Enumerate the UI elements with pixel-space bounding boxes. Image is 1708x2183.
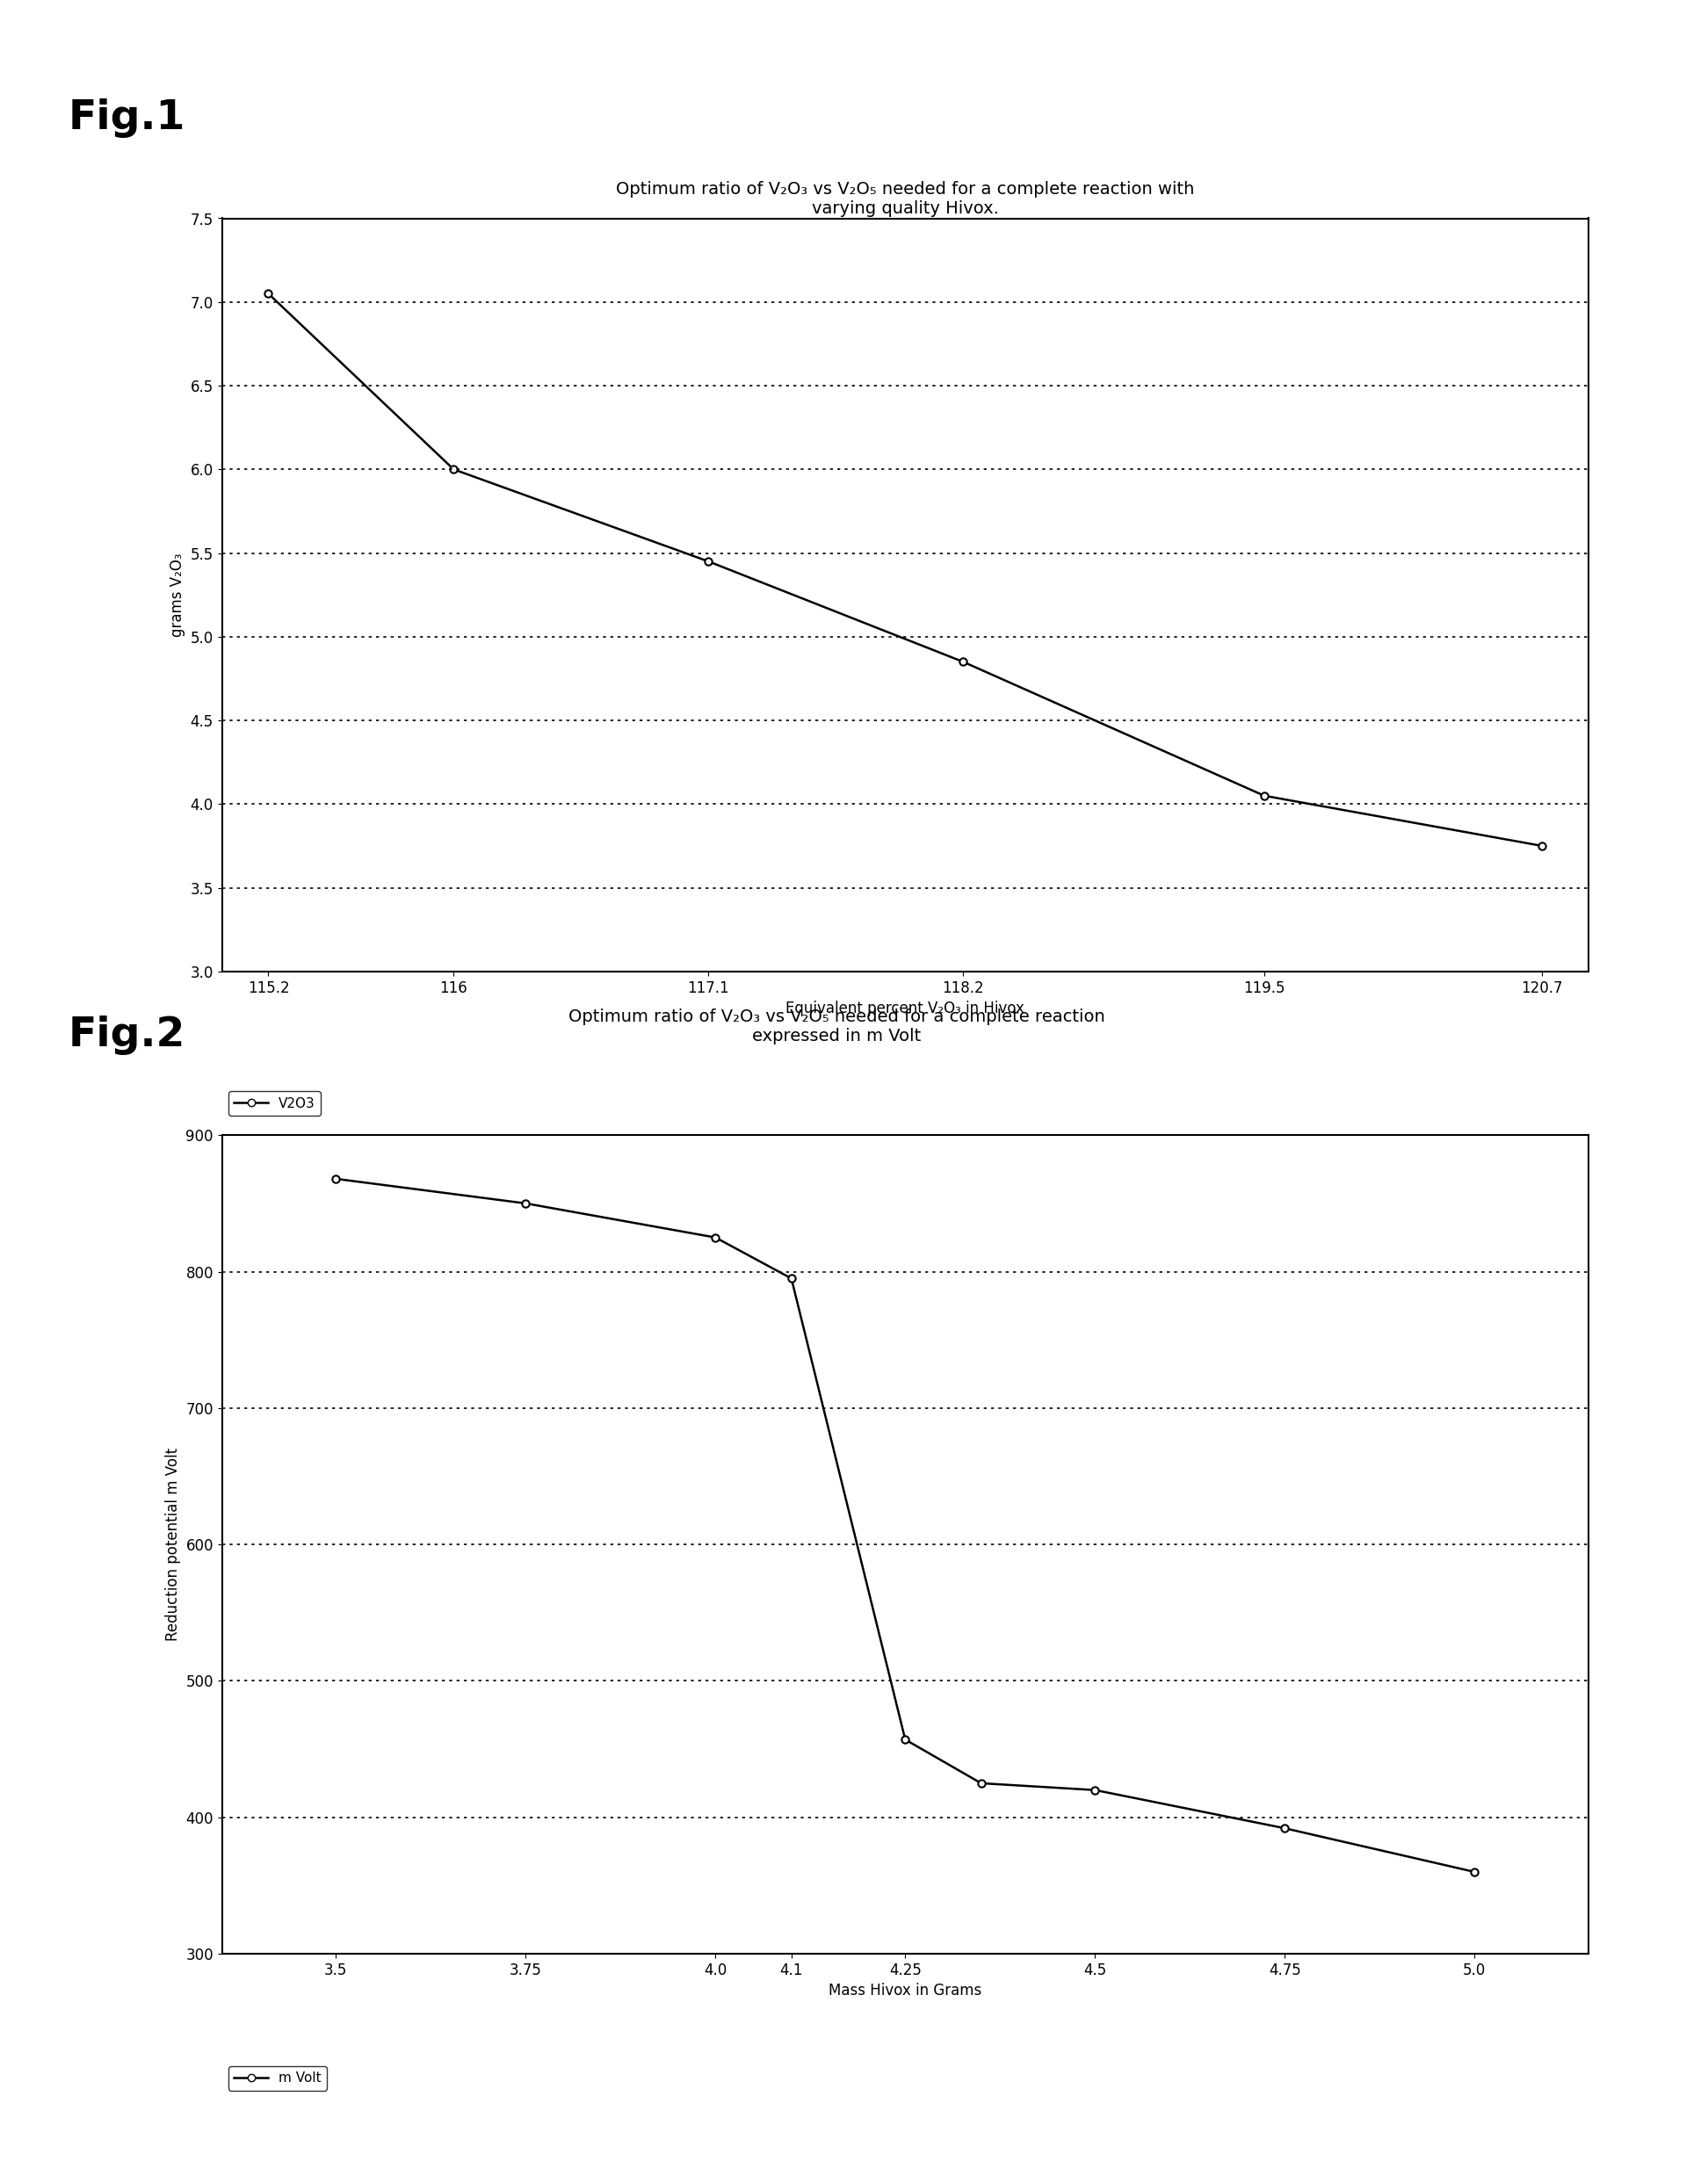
Y-axis label: grams V₂O₃: grams V₂O₃ — [169, 552, 186, 637]
Text: Fig.1: Fig.1 — [68, 98, 186, 138]
X-axis label: Mass Hivox in Grams: Mass Hivox in Grams — [828, 1982, 982, 2000]
X-axis label: Equivalent percent V₂O₃ in Hivox: Equivalent percent V₂O₃ in Hivox — [786, 1000, 1025, 1017]
Title: Optimum ratio of V₂O₃ vs V₂O₅ needed for a complete reaction with
varying qualit: Optimum ratio of V₂O₃ vs V₂O₅ needed for… — [617, 181, 1194, 216]
Text: Fig.2: Fig.2 — [68, 1015, 186, 1054]
Y-axis label: Reduction potential m Volt: Reduction potential m Volt — [166, 1447, 181, 1642]
Legend: m Volt: m Volt — [229, 2067, 326, 2091]
Legend: V2O3: V2O3 — [229, 1092, 321, 1116]
Text: Optimum ratio of V₂O₃ vs V₂O₅ needed for a complete reaction
expressed in m Volt: Optimum ratio of V₂O₃ vs V₂O₅ needed for… — [569, 1009, 1105, 1043]
